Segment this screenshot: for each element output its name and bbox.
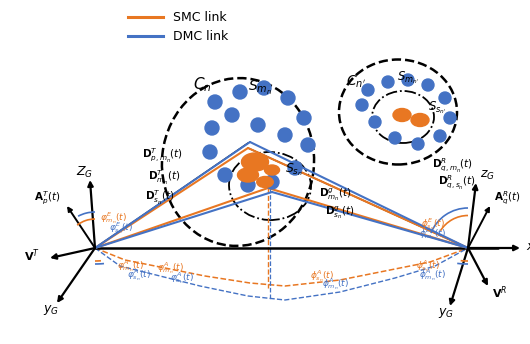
Circle shape [444, 112, 456, 124]
Text: $y_G$: $y_G$ [43, 303, 59, 317]
Ellipse shape [237, 168, 259, 182]
Text: $S_{m_n}$: $S_{m_n}$ [248, 79, 272, 97]
Text: $S_{s_{n^{\prime}}}$: $S_{s_{n^{\prime}}}$ [428, 100, 447, 116]
Text: $S_{m_{n^{\prime}}}$: $S_{m_{n^{\prime}}}$ [397, 70, 419, 86]
Circle shape [356, 99, 368, 111]
Circle shape [369, 116, 381, 128]
Text: $\mathbf{D}^g_{s_n}(t)$: $\mathbf{D}^g_{s_n}(t)$ [325, 205, 355, 221]
Text: $C_{n^{\prime}}$: $C_{n^{\prime}}$ [346, 74, 366, 90]
Text: $\varphi^A_{m_n}(t)$: $\varphi^A_{m_n}(t)$ [117, 258, 144, 274]
Legend: SMC link, DMC link: SMC link, DMC link [123, 6, 233, 49]
Circle shape [257, 81, 271, 95]
Circle shape [301, 138, 315, 152]
Ellipse shape [393, 108, 411, 121]
Text: $\varphi^A_{s_n}(t)$: $\varphi^A_{s_n}(t)$ [127, 267, 151, 283]
Ellipse shape [264, 165, 279, 175]
Circle shape [281, 91, 295, 105]
Text: $\phi^A_{m_n}(t)$: $\phi^A_{m_n}(t)$ [322, 276, 349, 292]
Circle shape [278, 128, 292, 142]
Circle shape [362, 84, 374, 96]
Text: $\mathbf{D}^T_{m_n}(t)$: $\mathbf{D}^T_{m_n}(t)$ [148, 169, 181, 187]
Circle shape [205, 121, 219, 135]
Text: $\varphi^A_{m_n}(t)$: $\varphi^A_{m_n}(t)$ [157, 260, 184, 276]
Circle shape [241, 178, 255, 192]
Text: $Z_G$: $Z_G$ [76, 164, 94, 180]
Circle shape [434, 130, 446, 142]
Text: $\phi^A_{s_n}(t)$: $\phi^A_{s_n}(t)$ [310, 268, 334, 284]
Circle shape [265, 175, 279, 189]
Circle shape [288, 161, 302, 175]
Circle shape [203, 145, 217, 159]
Text: $\mathbf{D}^T_{s_n}(t)$: $\mathbf{D}^T_{s_n}(t)$ [145, 189, 174, 207]
Text: $\mathbf{D}^g_{m_n}(t)$: $\mathbf{D}^g_{m_n}(t)$ [319, 187, 351, 203]
Text: $\phi^E_{m_n}(t)$: $\phi^E_{m_n}(t)$ [419, 226, 446, 242]
Ellipse shape [242, 153, 269, 171]
Circle shape [439, 92, 451, 104]
Circle shape [382, 76, 394, 88]
Text: $\mathbf{D}^R_{q,s_n}(t)$: $\mathbf{D}^R_{q,s_n}(t)$ [438, 173, 476, 191]
Text: $\mathbf{D}^T_{p,m_n}(t)$: $\mathbf{D}^T_{p,m_n}(t)$ [142, 146, 183, 164]
Text: $S_{s_n}$: $S_{s_n}$ [285, 162, 303, 178]
Circle shape [218, 168, 232, 182]
Text: $z_G$: $z_G$ [480, 169, 495, 182]
Circle shape [208, 95, 222, 109]
Text: $\varphi^E_{s_n}(t)$: $\varphi^E_{s_n}(t)$ [109, 220, 133, 236]
Circle shape [389, 132, 401, 144]
Circle shape [402, 74, 414, 86]
Text: $x_G$: $x_G$ [526, 241, 530, 255]
Circle shape [297, 111, 311, 125]
Text: $C_n$: $C_n$ [193, 76, 211, 94]
Text: $\varphi^A_{s_n}(t)$: $\varphi^A_{s_n}(t)$ [170, 270, 194, 286]
Text: $\phi^A_{s_n}(t)$: $\phi^A_{s_n}(t)$ [416, 258, 440, 274]
Circle shape [251, 118, 265, 132]
Text: $\mathbf{V}^T$: $\mathbf{V}^T$ [24, 248, 40, 264]
Circle shape [412, 138, 424, 150]
Circle shape [225, 108, 239, 122]
Text: $\phi^E_{s_n}(t)$: $\phi^E_{s_n}(t)$ [421, 216, 445, 232]
Text: $y_G$: $y_G$ [438, 306, 454, 320]
Circle shape [422, 79, 434, 91]
Text: $\mathbf{A}^R_q(t)$: $\mathbf{A}^R_q(t)$ [494, 189, 520, 207]
Circle shape [233, 85, 247, 99]
Ellipse shape [411, 114, 429, 127]
Text: $\mathbf{V}^R$: $\mathbf{V}^R$ [492, 285, 507, 301]
Text: $\varphi^E_{m_n}(t)$: $\varphi^E_{m_n}(t)$ [100, 210, 127, 226]
Text: $\mathbf{A}^T_p(t)$: $\mathbf{A}^T_p(t)$ [34, 189, 60, 207]
Text: $\phi^A_{m_n}(t)$: $\phi^A_{m_n}(t)$ [419, 267, 447, 283]
Text: $\mathbf{D}^R_{q,m_n}(t)$: $\mathbf{D}^R_{q,m_n}(t)$ [432, 156, 473, 174]
Ellipse shape [257, 176, 273, 187]
